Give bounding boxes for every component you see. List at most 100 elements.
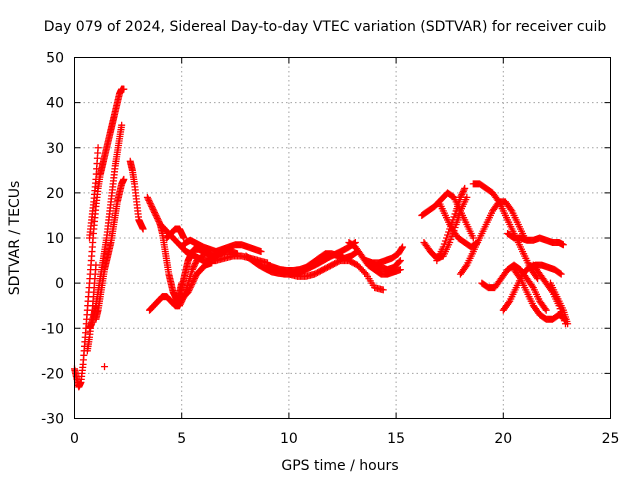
- data-point: [556, 269, 564, 277]
- x-tick-label: 20: [494, 431, 512, 447]
- data-point: [444, 231, 452, 239]
- series-arc-12: [163, 225, 188, 242]
- data-point: [148, 202, 156, 210]
- data-point: [439, 243, 447, 251]
- series-arc-22: [420, 193, 471, 262]
- data-point: [396, 257, 404, 265]
- data-point: [461, 184, 469, 192]
- data-point: [145, 196, 153, 204]
- data-point: [396, 266, 404, 274]
- x-tick-label: 10: [280, 431, 298, 447]
- data-point: [191, 273, 199, 281]
- data-point: [446, 239, 454, 247]
- chart-title: Day 079 of 2024, Sidereal Day-to-day VTE…: [44, 19, 607, 35]
- data-point: [146, 199, 154, 207]
- data-point: [146, 198, 154, 206]
- data-point: [153, 213, 161, 221]
- data-point: [459, 189, 467, 197]
- data-point: [190, 276, 198, 284]
- data-point: [188, 279, 196, 287]
- data-point: [440, 240, 448, 248]
- data-point: [459, 187, 467, 195]
- data-point: [458, 190, 466, 198]
- y-tick-label: -10: [41, 321, 64, 337]
- x-tick-label: 0: [70, 431, 79, 447]
- data-point: [151, 208, 159, 216]
- data-point: [379, 286, 387, 294]
- data-point: [494, 196, 502, 204]
- data-point: [398, 244, 406, 252]
- data-point: [395, 258, 403, 266]
- data-point: [564, 320, 572, 328]
- axis-ticks: 0 5 10 15 20 25 -30 -20 -10 0 10 20 30 40 50: [41, 51, 619, 448]
- data-point: [155, 217, 163, 225]
- data-point: [462, 263, 470, 271]
- data-point: [150, 207, 158, 215]
- data-point: [180, 234, 188, 242]
- data-point: [144, 195, 152, 203]
- series-arc-3: [92, 175, 128, 323]
- data-point: [154, 216, 162, 224]
- data-point: [441, 237, 449, 245]
- x-tick-label: 25: [602, 431, 620, 447]
- series-arc-27: [478, 261, 550, 314]
- data-point: [191, 261, 199, 269]
- data-point: [447, 236, 455, 244]
- data-point: [542, 306, 550, 314]
- data-point: [153, 214, 161, 222]
- data-point: [120, 175, 128, 183]
- data-point: [143, 193, 151, 201]
- x-tick-label: 15: [387, 431, 405, 447]
- series-arc-6: [101, 363, 109, 371]
- data-point: [148, 204, 156, 212]
- data-points: [71, 85, 572, 391]
- data-point: [456, 193, 464, 201]
- series-arc-20: [371, 257, 404, 274]
- series-arc-7: [126, 157, 147, 233]
- y-tick-label: 10: [46, 231, 64, 247]
- data-point: [233, 250, 241, 258]
- data-point: [152, 211, 160, 219]
- plot-frame: [74, 57, 611, 419]
- data-point: [451, 210, 459, 218]
- data-point: [184, 288, 192, 296]
- data-point: [101, 363, 109, 371]
- series-arc-13: [180, 259, 216, 301]
- data-point: [120, 85, 128, 93]
- data-point: [185, 287, 193, 295]
- series-arc-23: [433, 184, 469, 265]
- data-point: [94, 144, 102, 152]
- series-arc-24: [435, 198, 482, 251]
- y-tick-label: 40: [46, 96, 64, 112]
- series-arc-11: [156, 220, 186, 305]
- data-point: [151, 210, 159, 218]
- data-point: [559, 241, 567, 249]
- data-point: [187, 282, 195, 290]
- data-point: [92, 261, 100, 269]
- series-arc-29: [510, 266, 569, 323]
- data-point: [399, 243, 407, 251]
- data-point: [188, 281, 196, 289]
- data-point: [191, 260, 199, 268]
- data-point: [189, 278, 197, 286]
- x-axis-label: GPS time / hours: [281, 458, 398, 474]
- data-point: [541, 305, 549, 313]
- y-tick-label: 0: [55, 276, 64, 292]
- data-point: [186, 284, 194, 292]
- data-point: [147, 201, 155, 209]
- series-arc-16: [263, 248, 362, 274]
- data-point: [457, 192, 465, 200]
- series-arc-30: [504, 229, 567, 249]
- data-point: [178, 279, 186, 287]
- data-point: [189, 264, 197, 272]
- data-point: [257, 248, 265, 256]
- data-point: [361, 269, 369, 277]
- y-tick-label: 20: [46, 186, 64, 202]
- y-tick-label: 50: [46, 51, 64, 67]
- y-tick-label: 30: [46, 141, 64, 157]
- data-point: [208, 259, 216, 267]
- series-arc-14: [178, 236, 265, 256]
- y-tick-label: -30: [41, 412, 64, 428]
- data-point: [460, 186, 468, 194]
- data-point: [149, 205, 157, 213]
